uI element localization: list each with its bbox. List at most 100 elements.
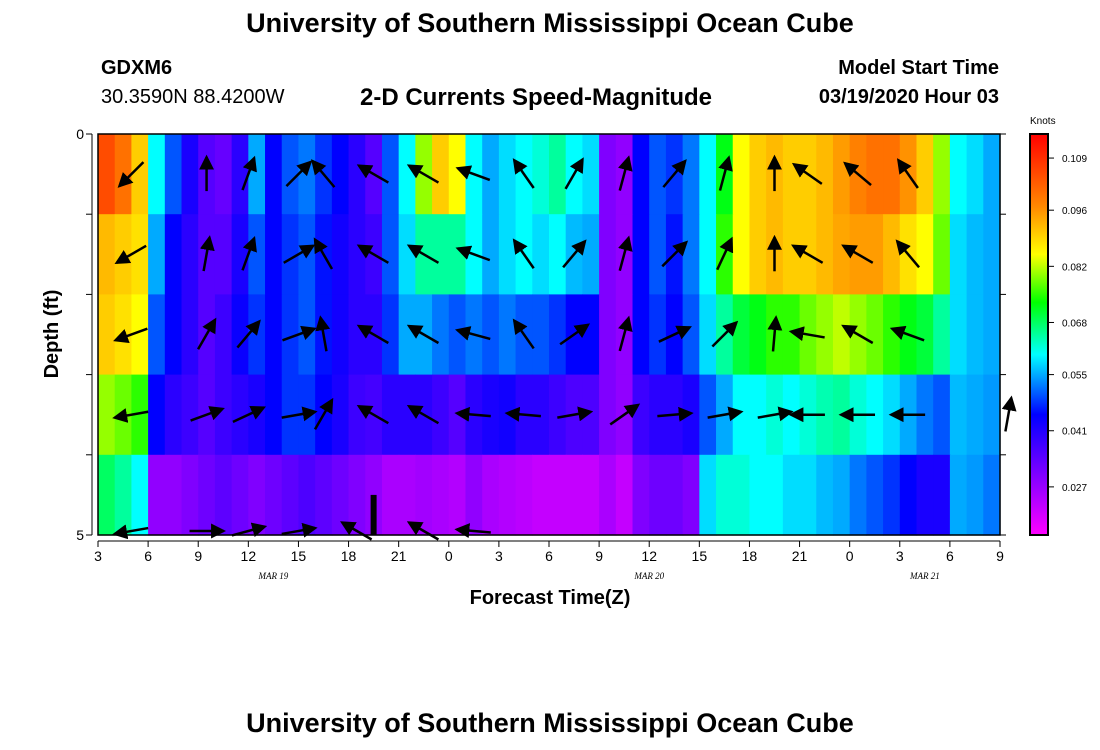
current-vector: [788, 326, 825, 342]
x-tick-label: 21: [391, 548, 407, 564]
current-vector: [618, 235, 633, 272]
heatmap-cell: [916, 454, 934, 536]
station-id: GDXM6: [101, 57, 173, 79]
heatmap-cell: [281, 454, 300, 536]
heatmap-cell: [933, 134, 951, 215]
current-vector: [716, 236, 734, 271]
current-vector: [313, 237, 334, 270]
current-vector: [281, 406, 318, 422]
current-vector: [662, 159, 687, 188]
heatmap-cell: [883, 454, 901, 536]
footer-title: University of Southern Mississippi Ocean…: [246, 708, 854, 738]
heatmap-cell: [966, 134, 984, 215]
current-vector: [199, 235, 215, 272]
heatmap-cell: [665, 454, 684, 536]
current-vector: [241, 235, 257, 271]
heatmap-cell: [832, 134, 851, 215]
current-vector: [454, 406, 491, 422]
current-vector: [609, 403, 641, 426]
station-coordinates: 30.3590N 88.4200W: [101, 86, 285, 108]
heatmap-cell: [498, 294, 517, 376]
colorbar-tick-label: 0.082: [1062, 262, 1087, 273]
x-tick-label: 3: [495, 548, 503, 564]
heatmap-cell: [883, 294, 901, 376]
heatmap-cell: [248, 214, 266, 295]
heatmap-cell: [231, 134, 249, 215]
heatmap-cell: [916, 134, 934, 215]
heatmap-cell: [214, 214, 233, 295]
x-tick-label: 9: [595, 548, 603, 564]
heatmap-cell: [799, 454, 817, 536]
heatmap-cell: [549, 294, 567, 376]
heatmap-cell: [448, 214, 467, 295]
current-vector: [313, 397, 334, 431]
current-vector: [196, 317, 217, 350]
heatmap-cell: [448, 294, 467, 376]
date-label: MAR 21: [909, 571, 940, 581]
x-tick-label: 3: [896, 548, 904, 564]
heatmap-cell: [749, 214, 767, 295]
heatmap-cell: [532, 214, 550, 295]
heatmap-cell: [148, 294, 166, 376]
current-vector: [315, 315, 331, 352]
heatmap-cell: [432, 294, 450, 376]
heatmap-cell: [164, 454, 183, 536]
heatmap-cell: [348, 294, 366, 376]
heatmap-cells: [98, 134, 1001, 536]
current-vector: [841, 244, 874, 264]
heatmap-cell: [565, 454, 584, 536]
heatmap-cell: [632, 374, 650, 456]
heatmap-cell: [933, 214, 951, 295]
current-vector: [718, 155, 733, 191]
heatmap-cell: [432, 374, 450, 456]
heatmap-cell: [682, 454, 700, 536]
current-vector: [455, 245, 491, 262]
heatmap-cell: [248, 454, 266, 536]
current-vector: [504, 406, 541, 422]
heatmap-cell: [949, 294, 968, 376]
colorbar-tick-label: 0.027: [1062, 483, 1087, 494]
current-vector: [455, 165, 491, 182]
heatmap-cell: [331, 214, 350, 295]
x-tick-label: 9: [194, 548, 202, 564]
heatmap-cell: [699, 454, 717, 536]
heatmap-cell: [465, 454, 483, 536]
heatmap-cell: [432, 454, 450, 536]
heatmap-cell: [549, 374, 567, 456]
current-vector: [406, 324, 440, 345]
heatmap-cell: [532, 134, 550, 215]
heatmap-cell: [766, 454, 784, 536]
current-vector: [564, 157, 584, 190]
heatmap-cell: [816, 294, 834, 376]
heatmap-cell: [281, 294, 300, 376]
heatmap-cell: [515, 454, 533, 536]
heatmap-cell: [381, 294, 400, 376]
heatmap-cell: [582, 454, 600, 536]
current-vector: [356, 244, 389, 264]
heatmap-cell: [315, 454, 333, 536]
heatmap-cell: [231, 214, 249, 295]
heatmap-cell: [682, 214, 700, 295]
x-tick-label: 12: [641, 548, 657, 564]
current-vector: [356, 404, 389, 425]
heatmap-cell: [599, 454, 617, 536]
heatmap-cell: [482, 214, 500, 295]
x-tick-label: 9: [996, 548, 1004, 564]
heatmap-cell: [682, 374, 700, 456]
heatmap-cell: [883, 134, 901, 215]
current-vector: [512, 318, 535, 350]
heatmap-cell: [782, 454, 801, 536]
model-start-label: Model Start Time: [838, 57, 999, 79]
heatmap-cell: [699, 134, 717, 215]
heatmap-cell: [98, 294, 116, 376]
heatmap-cell: [498, 134, 517, 215]
heatmap-cell: [732, 374, 751, 456]
heatmap-cell: [265, 454, 283, 536]
heatmap-cell: [148, 214, 166, 295]
heatmap-cell: [682, 134, 700, 215]
heatmap-cell: [265, 134, 283, 215]
heatmap-cell: [348, 134, 366, 215]
heatmap-cell: [298, 454, 316, 536]
heatmap-cell: [866, 294, 884, 376]
